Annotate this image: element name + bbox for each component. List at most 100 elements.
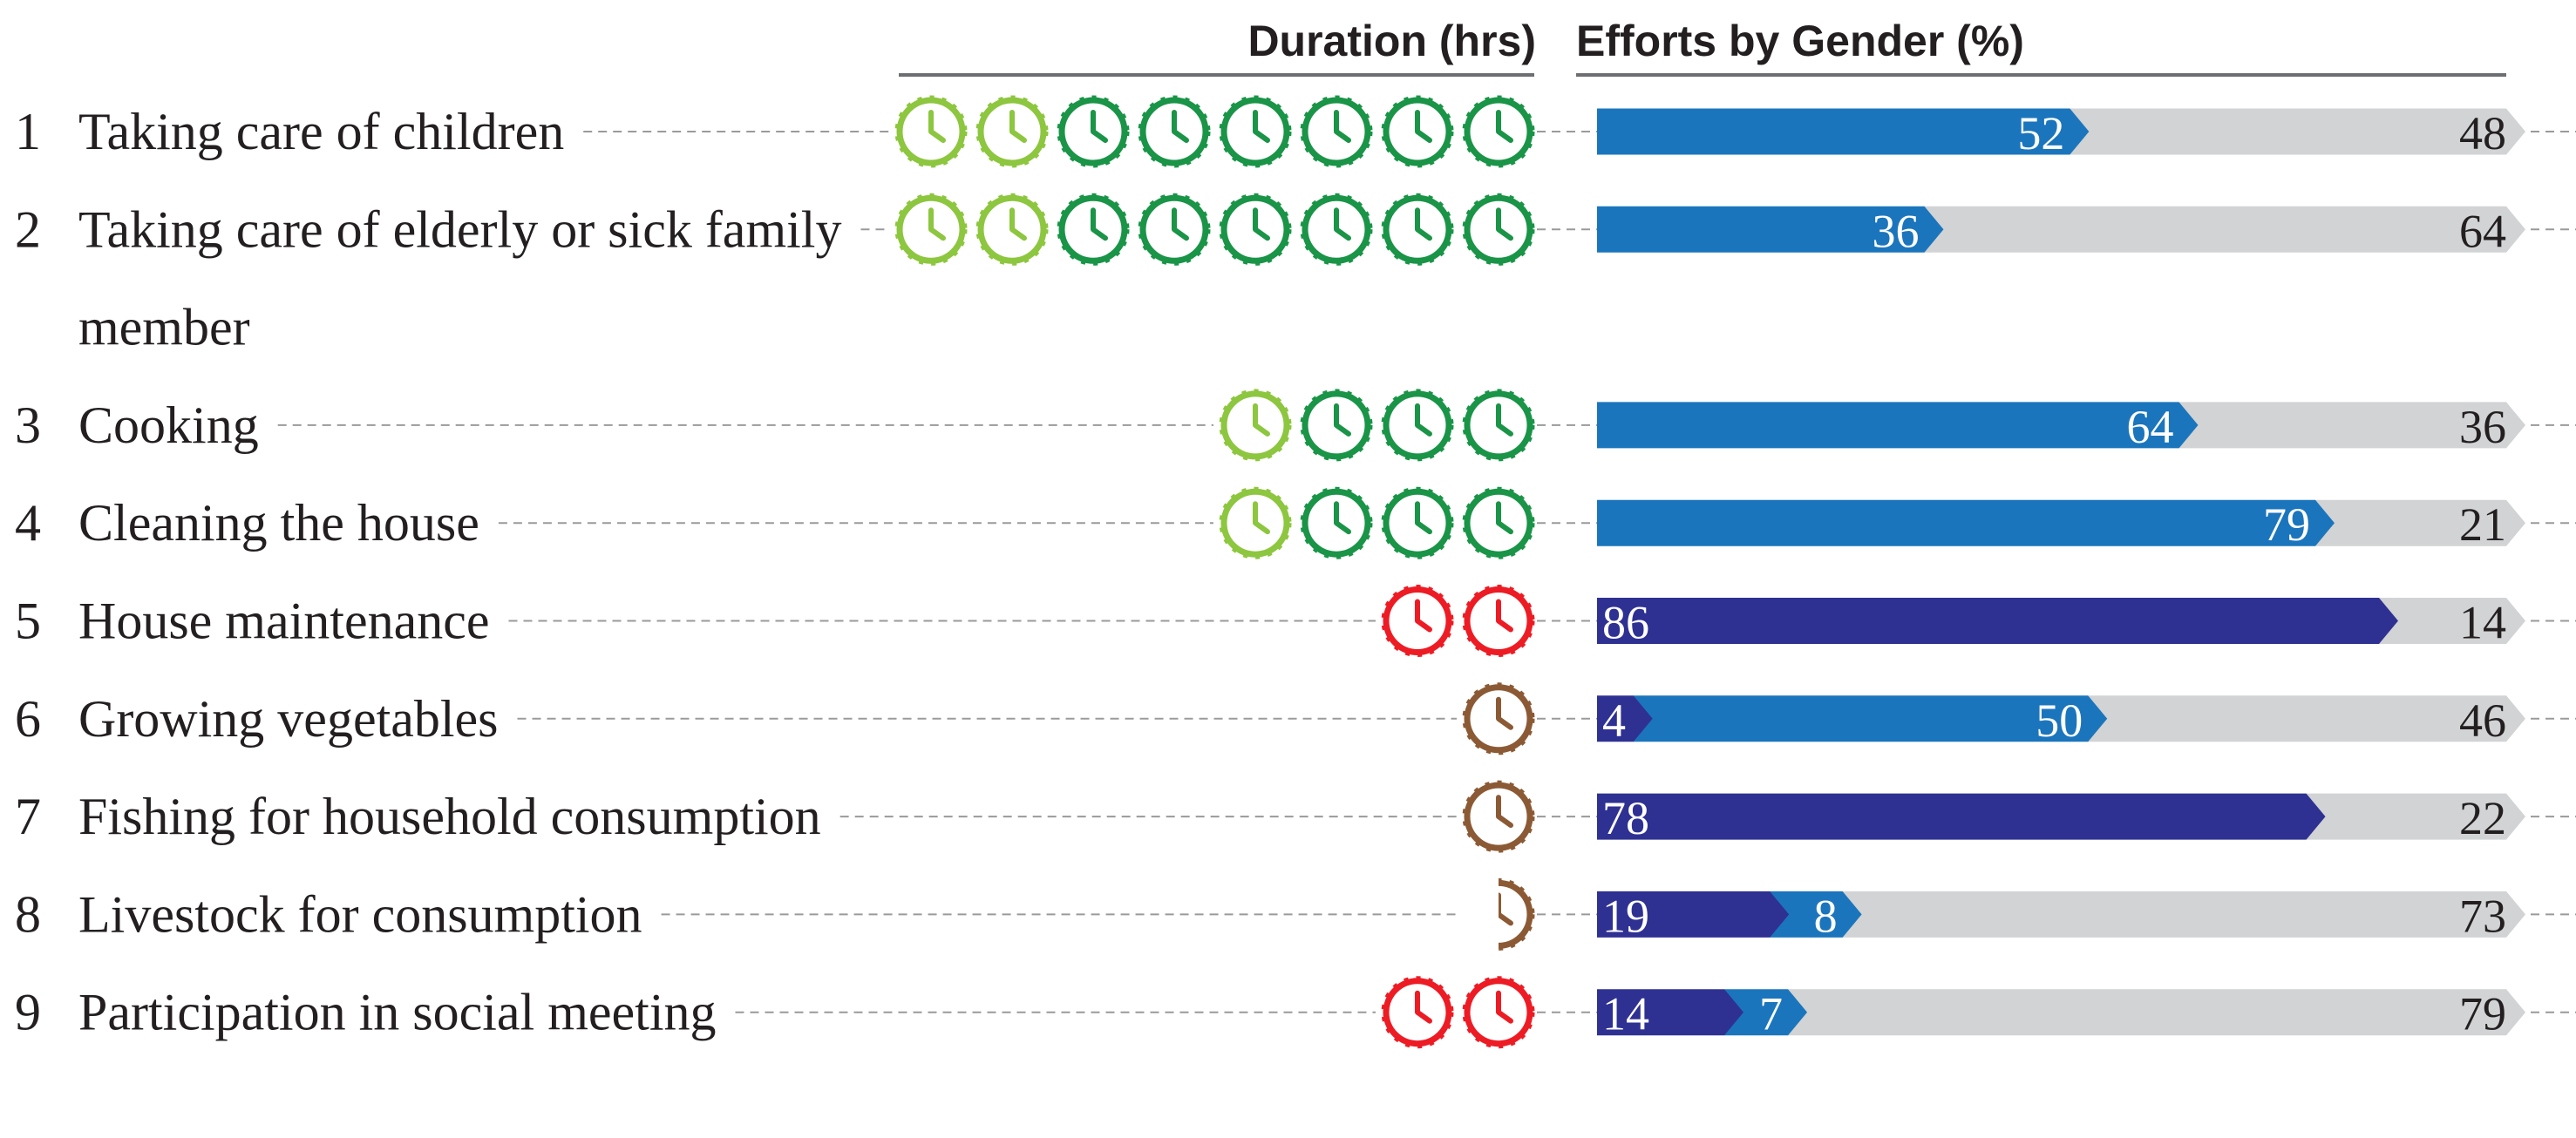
bar-segment: [1597, 793, 2326, 840]
clock-hands: [1091, 207, 1108, 241]
clock-teeth: [1462, 193, 1535, 266]
bar-value-label: 36: [2459, 401, 2506, 453]
clock-ring: [1499, 879, 1533, 949]
clock-hands: [1415, 207, 1432, 241]
bar-segment: [1597, 891, 1790, 938]
clock-hands: [1172, 207, 1189, 241]
duration-icon: [1219, 95, 1292, 168]
clock-hands: [1415, 501, 1432, 535]
clock-hands: [1496, 990, 1513, 1024]
bar-segment: [2306, 793, 2525, 840]
clock-hands: [1415, 403, 1432, 437]
bar-segment: [2178, 402, 2525, 449]
clock-teeth: [1462, 682, 1535, 755]
bar-value-label: 21: [2459, 498, 2506, 551]
bar-segment: [1597, 695, 1653, 742]
duration-icon: [894, 193, 968, 266]
bar-value-label: 4: [1602, 694, 1626, 747]
clock-hands: [1415, 110, 1432, 143]
rank: 3: [15, 396, 41, 454]
clock-teeth: [1300, 193, 1373, 266]
duration-icon: [1381, 389, 1454, 462]
clock-teeth: [1300, 389, 1373, 462]
bar-value-label: 50: [2036, 694, 2083, 747]
bar-segment: [2314, 499, 2525, 546]
clock-teeth: [1499, 877, 1535, 951]
clock-teeth: [1381, 389, 1454, 462]
duration-icon: [1381, 976, 1454, 1049]
bar-value-label: 19: [1602, 890, 1649, 942]
clock-hands: [1496, 207, 1513, 241]
duration-icon: [1138, 193, 1211, 266]
bar-segment: [1597, 108, 2090, 155]
bar-segment: [1597, 206, 1944, 253]
duration-icon: [1381, 95, 1454, 168]
duration-icon: [1057, 193, 1130, 266]
clock-hands: [1334, 501, 1351, 535]
clock-teeth: [1057, 193, 1130, 266]
bar-value-label: 14: [1602, 988, 1649, 1040]
duration-icon: [1300, 389, 1373, 462]
bar-value-label: 8: [1814, 890, 1838, 942]
clock-teeth: [1381, 95, 1454, 168]
bar-segment: [2378, 598, 2525, 644]
duration-icon: [1219, 193, 1292, 266]
clock-hands: [1415, 990, 1432, 1024]
rank: 7: [15, 788, 41, 845]
bar-segment: [2070, 108, 2525, 155]
clock-hands: [1253, 501, 1270, 535]
label-line: House maintenance: [78, 593, 489, 650]
clock-hands: [1496, 696, 1513, 730]
duration-icon: [1499, 877, 1535, 951]
bar-value-label: 48: [2459, 107, 2506, 159]
bar-value-label: 64: [2459, 205, 2506, 257]
duration-icon: [1300, 95, 1373, 168]
duration-icon: [1219, 389, 1292, 462]
clock-teeth: [1219, 193, 1292, 266]
bar-header: Efforts by Gender (%): [1576, 17, 2024, 65]
label-line: Growing vegetables: [78, 690, 499, 748]
bar-segment: [1770, 891, 1862, 938]
bar-value-label: 36: [1872, 205, 1919, 257]
clock-teeth: [1138, 193, 1211, 266]
clock-teeth: [1462, 585, 1535, 657]
clock-hands: [1091, 110, 1108, 143]
bar-value-label: 79: [2263, 498, 2310, 551]
duration-icon: [1462, 193, 1535, 266]
clock-hands: [1496, 403, 1513, 437]
duration-icon: [1462, 976, 1535, 1049]
bar-value-label: 73: [2459, 890, 2506, 942]
clock-teeth: [1462, 976, 1535, 1049]
clock-teeth: [1462, 95, 1535, 168]
category-label: Cleaning the house: [78, 494, 479, 552]
label-line: Cooking: [78, 396, 259, 454]
bar-segment: [1597, 598, 2398, 644]
clock-hands: [1334, 110, 1351, 143]
category-label: Livestock for consumption: [78, 885, 642, 943]
clock-teeth: [1462, 486, 1535, 559]
clock-hands: [1496, 599, 1513, 633]
duration-icon: [1381, 486, 1454, 559]
duration-icon: [975, 193, 1049, 266]
rank: 1: [15, 103, 41, 160]
bar-segment: [1724, 989, 1808, 1036]
bar-segment: [1788, 989, 2525, 1036]
rank: 9: [15, 984, 41, 1041]
clock-teeth: [1219, 389, 1292, 462]
duration-icon: [894, 95, 968, 168]
duration-icon: [1462, 780, 1535, 853]
duration-icon: [1138, 95, 1211, 168]
bar-segment: [1597, 499, 2335, 546]
clock-teeth: [1381, 585, 1454, 657]
category-label: House maintenance: [78, 593, 489, 650]
category-label: Taking care of children: [78, 103, 564, 160]
rank: 2: [15, 200, 41, 258]
clock-teeth: [1219, 95, 1292, 168]
duration-icon: [1219, 486, 1292, 559]
clock-teeth: [1381, 486, 1454, 559]
clock-hands: [1334, 207, 1351, 241]
category-label: Cooking: [78, 396, 259, 454]
label-line: Livestock for consumption: [78, 885, 642, 943]
bar-value-label: 86: [1602, 597, 1649, 649]
